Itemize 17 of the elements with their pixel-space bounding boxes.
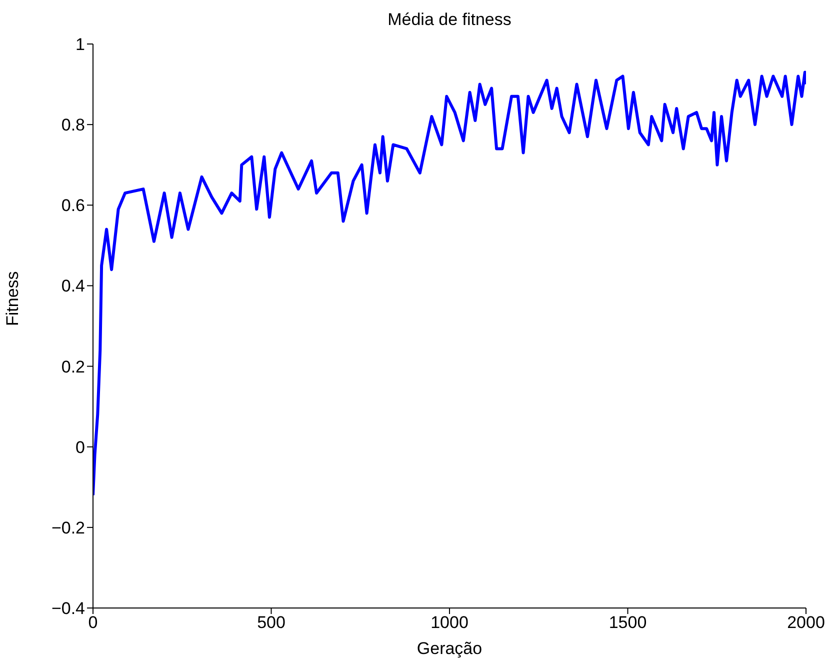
y-tick-label: −0.2 bbox=[51, 518, 85, 538]
y-tick-label: −0.4 bbox=[51, 599, 85, 618]
line-series bbox=[93, 70, 806, 497]
x-axis-title: Geração bbox=[416, 639, 482, 658]
y-tick-label: 0.6 bbox=[61, 196, 85, 216]
x-tick-label: 500 bbox=[257, 613, 286, 632]
x-tick-label: 2000 bbox=[787, 613, 825, 632]
y-tick-label: 0.2 bbox=[61, 357, 85, 376]
y-tick-label: 0.8 bbox=[61, 116, 85, 135]
x-tick-label: 0 bbox=[88, 613, 98, 632]
y-tick-label: 0 bbox=[76, 438, 85, 457]
y-axis-title: Fitness bbox=[3, 271, 22, 326]
x-tick-label: 1000 bbox=[430, 613, 468, 632]
y-tick-label: 0.4 bbox=[61, 276, 85, 296]
x-tick-label: 1500 bbox=[608, 613, 647, 632]
y-tick-label: 1 bbox=[76, 35, 85, 54]
chart-title: Média de fitness bbox=[386, 10, 512, 30]
